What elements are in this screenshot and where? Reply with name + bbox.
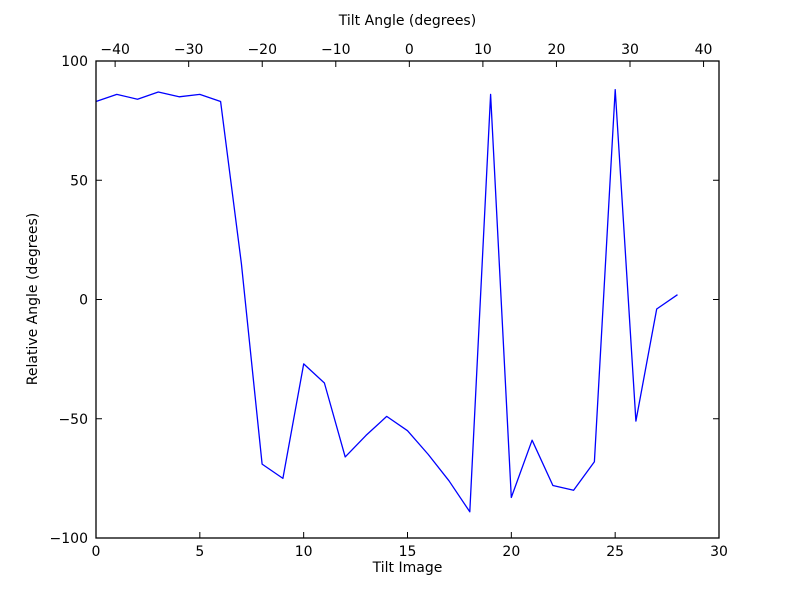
tick-label: 0 bbox=[79, 293, 88, 309]
tick-label: 0 bbox=[405, 42, 414, 58]
tick-label: −100 bbox=[50, 531, 88, 547]
tick-label: 100 bbox=[61, 54, 88, 70]
tick-label: −50 bbox=[58, 412, 88, 428]
tick-label: 0 bbox=[92, 544, 101, 560]
tick-label: 20 bbox=[502, 544, 520, 560]
tick-label: 5 bbox=[195, 544, 204, 560]
tick-label: 40 bbox=[695, 42, 713, 58]
tick-label: 50 bbox=[70, 173, 88, 189]
x-axis-title: Tilt Image bbox=[372, 560, 443, 576]
tick-label: −10 bbox=[321, 42, 351, 58]
plot-border bbox=[95, 60, 720, 539]
tick-label: 10 bbox=[474, 42, 492, 58]
tick-label: −20 bbox=[247, 42, 277, 58]
data-line bbox=[95, 88, 678, 513]
top-axis-title: Tilt Angle (degrees) bbox=[338, 13, 477, 29]
tick-label: 30 bbox=[621, 42, 639, 58]
tick-label: 30 bbox=[710, 544, 728, 560]
tick-label: 10 bbox=[295, 544, 313, 560]
tick-label: 15 bbox=[399, 544, 417, 560]
tick-label: −40 bbox=[100, 42, 130, 58]
tick-label: 20 bbox=[548, 42, 566, 58]
tick-label: −30 bbox=[174, 42, 204, 58]
tick-label: 25 bbox=[606, 544, 624, 560]
y-axis-title: Relative Angle (degrees) bbox=[25, 212, 41, 386]
